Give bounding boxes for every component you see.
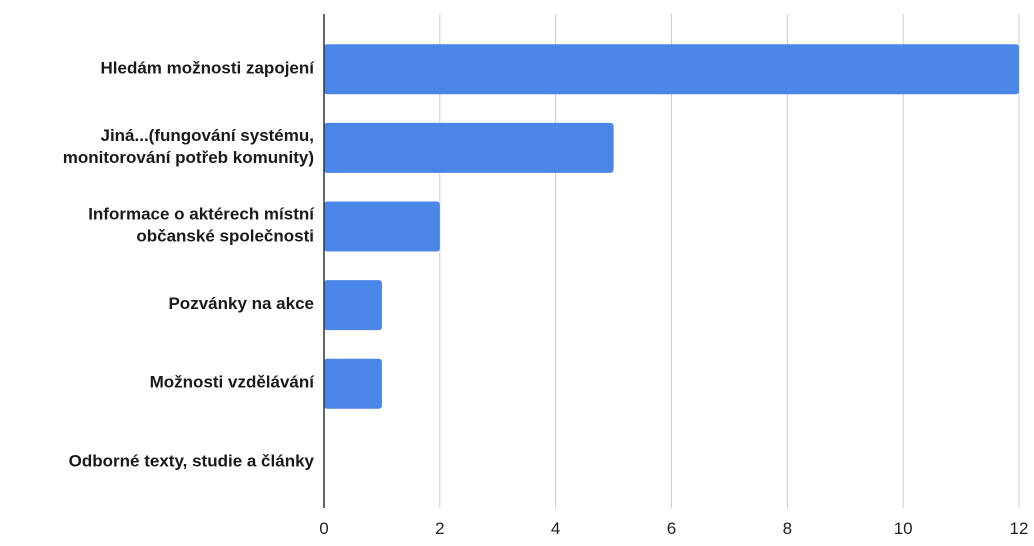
category-label: Pozvánky na akce [168,295,314,314]
x-axis-tick-labels: 0 2 4 6 8 10 12 [319,519,1028,538]
category-label-line: monitorování potřeb komunity) [63,148,314,167]
category-label: Jiná...(fungování systému, monitorování p… [63,126,314,167]
x-tick-label: 8 [783,519,792,538]
category-label-line: občanské společnosti [136,227,314,246]
category-label-line: Hledám možnosti zapojení [101,59,316,78]
bar-2 [324,201,440,252]
category-label: Informace o aktérech místní občanské spol… [88,205,315,246]
x-tick-label: 4 [551,519,560,538]
category-label: Možnosti vzdělávání [150,373,316,392]
bar-0 [324,44,1019,95]
bar-3 [324,280,382,331]
category-label-line: Možnosti vzdělávání [150,373,316,392]
bar-1 [324,122,614,173]
category-label-line: Odborné texty, studie a články [69,452,315,471]
gridlines [439,14,1020,508]
bar-4 [324,358,382,409]
bars [324,44,1019,409]
x-tick-label: 6 [667,519,676,538]
x-tick-label: 0 [319,519,328,538]
category-label-line: Informace o aktérech místní [88,205,315,224]
x-tick-label: 12 [1010,519,1029,538]
category-labels: Hledám možnosti zapojení Jiná...(fungován… [63,59,316,471]
x-tick-label: 2 [435,519,444,538]
x-tick-label: 10 [894,519,913,538]
category-label-line: Jiná...(fungování systému, [101,126,315,145]
category-label: Odborné texty, studie a články [69,452,315,471]
category-label: Hledám možnosti zapojení [101,59,316,78]
category-label-line: Pozvánky na akce [168,295,314,314]
